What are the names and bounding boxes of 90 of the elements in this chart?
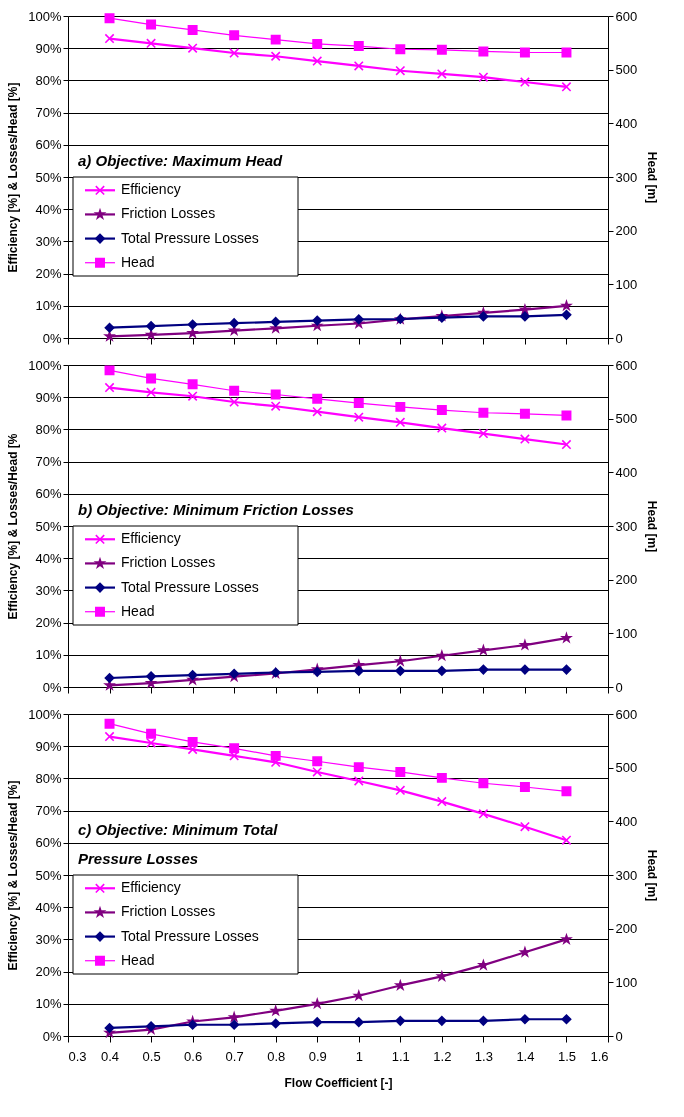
- y2-tick-label: 500: [615, 760, 638, 776]
- y-tick-label: 50%: [35, 518, 62, 534]
- y-tick-label: 30%: [35, 931, 62, 947]
- y2-tick-label: 500: [615, 62, 638, 78]
- legend-label: Friction Losses: [121, 903, 216, 920]
- annotation: c) Objective: Minimum Total Pressure Losses: [78, 820, 279, 867]
- y-tick-label: 20%: [35, 266, 62, 282]
- y2-tick-label: 400: [615, 813, 638, 829]
- y-axis-title: Efficiency [%] & Losses/Head [%]: [6, 780, 21, 971]
- y2-axis-title: Head [m]: [645, 849, 660, 902]
- y-tick-label: 100%: [28, 8, 62, 24]
- y-tick-label: 60%: [35, 137, 62, 153]
- y-tick-label: 40%: [35, 899, 62, 915]
- legend-label: Total Pressure Losses: [121, 578, 259, 595]
- y-tick-label: 70%: [35, 454, 62, 470]
- y-tick-label: 0%: [42, 330, 62, 346]
- y2-tick-label: 0: [615, 679, 623, 695]
- x-tick-label: 0.6: [184, 1048, 203, 1064]
- y-axis-title: Efficiency [%] & Losses/Head [%: [6, 433, 21, 620]
- y2-axis-title: Head [m]: [645, 151, 660, 204]
- y-tick-label: 60%: [35, 835, 62, 851]
- legend-label: Efficiency: [121, 181, 181, 198]
- legend-label: Efficiency: [121, 879, 181, 896]
- legend-label: Head: [121, 602, 155, 619]
- y-tick-label: 100%: [28, 357, 62, 373]
- y2-tick-label: 0: [615, 330, 623, 346]
- y-tick-label: 10%: [35, 996, 62, 1012]
- legend-label: Total Pressure Losses: [121, 229, 259, 246]
- x-tick-label: 1: [355, 1048, 363, 1064]
- y-tick-label: 0%: [42, 1028, 62, 1044]
- y-tick-label: 70%: [35, 105, 62, 121]
- legend-label: Head: [121, 253, 155, 270]
- y-tick-label: 70%: [35, 803, 62, 819]
- y-tick-label: 10%: [35, 298, 62, 314]
- legend-label: Total Pressure Losses: [121, 927, 259, 944]
- y2-tick-label: 300: [615, 169, 638, 185]
- x-tick-label: 1.3: [474, 1048, 493, 1064]
- legend-label: Efficiency: [121, 530, 181, 547]
- y2-tick-label: 100: [615, 625, 638, 641]
- x-tick-label: 0.3: [68, 1048, 87, 1064]
- y-tick-label: 50%: [35, 169, 62, 185]
- y2-tick-label: 600: [615, 8, 638, 24]
- y-tick-label: 50%: [35, 867, 62, 883]
- y2-tick-label: 400: [615, 115, 638, 131]
- annotation: a) Objective: Maximum Head: [78, 151, 284, 169]
- y2-tick-label: 0: [615, 1028, 623, 1044]
- y-tick-label: 100%: [28, 706, 62, 722]
- y-tick-label: 60%: [35, 486, 62, 502]
- y-tick-label: 80%: [35, 421, 62, 437]
- y-axis-title: Efficiency [%] & Losses/Head [%]: [6, 82, 21, 273]
- x-tick-label: 0.9: [308, 1048, 327, 1064]
- y2-tick-label: 600: [615, 706, 638, 722]
- y-tick-label: 90%: [35, 738, 62, 754]
- x-tick-label: 1.6: [590, 1048, 609, 1064]
- y2-tick-label: 200: [615, 223, 638, 239]
- y2-tick-label: 200: [615, 572, 638, 588]
- x-axis-title: Flow Coefficient [-]: [284, 1075, 393, 1090]
- y-tick-label: 0%: [42, 679, 62, 695]
- y2-tick-label: 300: [615, 518, 638, 534]
- y-tick-label: 90%: [35, 40, 62, 56]
- y-tick-label: 40%: [35, 201, 62, 217]
- y2-tick-label: 100: [615, 974, 638, 990]
- x-tick-label: 0.7: [225, 1048, 244, 1064]
- x-tick-label: 0.8: [267, 1048, 286, 1064]
- x-tick-label: 1.1: [391, 1048, 410, 1064]
- y-tick-label: 30%: [35, 233, 62, 249]
- y2-tick-label: 400: [615, 464, 638, 480]
- x-tick-label: 0.4: [101, 1048, 120, 1064]
- y-tick-label: 80%: [35, 770, 62, 786]
- y2-tick-label: 200: [615, 921, 638, 937]
- legend-label: Head: [121, 951, 155, 968]
- x-tick-label: 1.5: [557, 1048, 576, 1064]
- x-tick-label: 0.5: [142, 1048, 161, 1064]
- y2-tick-label: 600: [615, 357, 638, 373]
- legend-label: Friction Losses: [121, 554, 216, 571]
- x-tick-label: 1.2: [433, 1048, 452, 1064]
- legend-label: Friction Losses: [121, 205, 216, 222]
- y-tick-label: 20%: [35, 615, 62, 631]
- y-tick-label: 20%: [35, 964, 62, 980]
- y2-tick-label: 500: [615, 411, 638, 427]
- y2-tick-label: 300: [615, 867, 638, 883]
- y-tick-label: 80%: [35, 72, 62, 88]
- x-tick-label: 1.4: [516, 1048, 535, 1064]
- y2-axis-title: Head [m]: [645, 500, 660, 553]
- y-tick-label: 30%: [35, 582, 62, 598]
- y2-tick-label: 100: [615, 276, 638, 292]
- y-tick-label: 10%: [35, 647, 62, 663]
- annotation: b) Objective: Minimum Friction Losses: [78, 500, 354, 518]
- y-tick-label: 40%: [35, 550, 62, 566]
- y-tick-label: 90%: [35, 389, 62, 405]
